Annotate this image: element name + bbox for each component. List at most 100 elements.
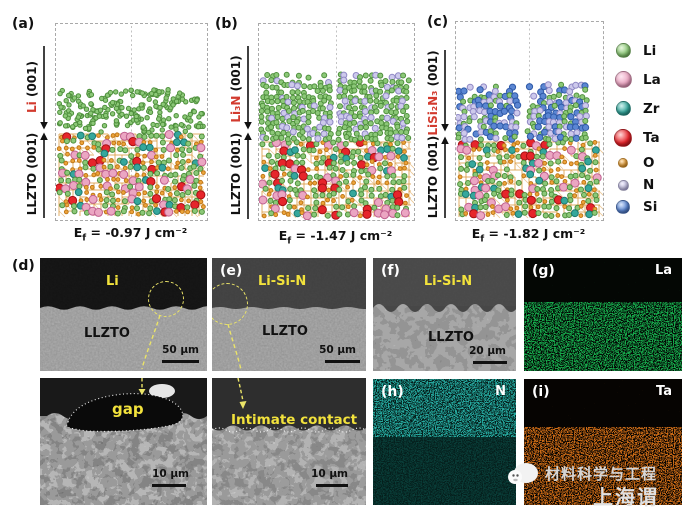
panel-a-adlayer-formula: Li <box>25 101 39 113</box>
panel-g-element-label: La <box>654 263 672 278</box>
panel-d-highlight-circle <box>148 281 184 317</box>
panel-f-region-top-label: Li-Si-N <box>423 274 473 289</box>
legend-label-o: O <box>643 155 655 171</box>
o-atom-swatch <box>613 158 633 168</box>
panel-i-eds-map: (i) Ta <box>524 379 682 505</box>
panel-b-adlayer-plane: (001) <box>229 55 243 96</box>
n-atom-swatch <box>613 179 633 191</box>
panel-a-energy: Ef = -0.97 J cm⁻² <box>55 225 206 244</box>
panel-e-sem-image: (e) Li-Si-N LLZTO 50 μm <box>212 258 366 371</box>
energy-value: = -1.82 J cm⁻² <box>484 226 586 241</box>
panel-e-zoom-scale-bar <box>316 484 348 487</box>
energy-subscript: f <box>287 236 292 247</box>
panel-b-energy: Ef = -1.47 J cm⁻² <box>258 228 413 247</box>
panel-f-letter: (f) <box>381 263 400 279</box>
panel-d-letter: (d) <box>12 258 35 274</box>
panel-d-scale-text: 50 μm <box>162 344 199 356</box>
panel-e-zoom-scale-text: 10 μm <box>311 468 348 480</box>
legend-label-li: Li <box>643 42 657 59</box>
legend-item-o: O <box>613 152 679 174</box>
panel-e-zoom-texture <box>212 378 366 505</box>
panel-e-letter: (e) <box>220 263 243 279</box>
panel-e-region-bottom-label: LLZTO <box>262 324 308 339</box>
panel-c-energy: Ef = -1.82 J cm⁻² <box>455 226 602 245</box>
energy-symbol: E <box>278 228 288 243</box>
panel-g-eds-map: (g) La <box>524 258 682 371</box>
legend-item-li: Li <box>613 36 679 65</box>
legend-label-ta: Ta <box>643 129 660 146</box>
panel-h-eds-map: (h) N <box>373 379 516 505</box>
panel-d-zoom-scale-text: 10 μm <box>152 468 189 480</box>
panel-c-adlayer-direction-arrow <box>441 50 449 132</box>
legend-item-n: N <box>613 174 679 196</box>
panel-a-structure-box <box>55 23 208 221</box>
la-atom-icon <box>614 71 632 88</box>
panel-c-substrate-direction-arrow <box>441 136 449 218</box>
panel-f-region-bottom-label: LLZTO <box>428 330 474 345</box>
panel-f-scale-text: 20 μm <box>469 345 506 357</box>
panel-a-substrate-label: LLZTO (001) <box>25 132 39 216</box>
energy-value: = -0.97 J cm⁻² <box>86 225 188 240</box>
panel-a-letter: (a) <box>12 16 35 32</box>
energy-subscript: f <box>82 233 87 244</box>
watermark-logo <box>508 463 538 484</box>
panel-d-zoom-scale-bar <box>152 484 186 487</box>
watermark-line2: 上海谓 <box>593 485 659 509</box>
legend-item-si: Si <box>613 196 679 218</box>
panel-h-eds-texture <box>373 379 516 505</box>
panel-i-element-label: Ta <box>656 384 672 399</box>
panel-b-structure-box <box>258 23 415 221</box>
energy-symbol: E <box>73 225 83 240</box>
energy-subscript: f <box>480 234 485 245</box>
panel-d-zoom-texture <box>40 378 207 505</box>
panel-g-eds-texture <box>524 258 682 371</box>
panel-b-adlayer-direction-arrow <box>244 46 252 130</box>
legend-item-zr: Zr <box>613 94 679 123</box>
panel-h-letter: (h) <box>381 384 404 400</box>
n-atom-icon <box>617 179 629 191</box>
panel-e-zoom-sem-image: Intimate contact 10 μm <box>212 378 366 505</box>
panel-e-zoom-arrow <box>237 378 247 409</box>
energy-value: = -1.47 J cm⁻² <box>291 228 393 243</box>
legend-item-ta: Ta <box>613 123 679 152</box>
legend-label-n: N <box>643 177 655 193</box>
panel-d-region-top-label: Li <box>106 274 119 289</box>
energy-symbol: E <box>471 226 481 241</box>
panel-a-adlayer-plane: (001) <box>25 61 39 102</box>
zr-atom-swatch <box>613 101 633 116</box>
legend-label-la: La <box>643 71 661 88</box>
panel-a-substrate-direction-arrow <box>40 132 48 218</box>
panel-e-highlight-circle <box>212 283 248 325</box>
panel-e-zoom-annotation: Intimate contact <box>230 412 358 428</box>
panel-b-letter: (b) <box>215 16 238 32</box>
panel-d-zoom-arrow <box>138 378 146 395</box>
panel-b-atomic-model <box>259 26 414 220</box>
panel-d-sem-texture <box>40 258 207 371</box>
panel-d-connector-dash <box>141 314 161 370</box>
panel-e-connector-dash <box>227 324 242 371</box>
panel-d-region-bottom-label: LLZTO <box>84 326 130 341</box>
li-atom-icon <box>615 43 631 58</box>
legend-label-si: Si <box>643 199 658 215</box>
si-atom-icon <box>616 200 630 214</box>
panel-e-region-top-label: Li-Si-N <box>258 274 307 289</box>
panel-c-letter: (c) <box>427 14 449 30</box>
panel-i-eds-texture <box>524 379 682 505</box>
panel-c-adlayer-plane: (001) <box>426 50 440 91</box>
panel-e-scale-bar <box>325 360 360 363</box>
o-atom-icon <box>618 158 628 168</box>
panel-d-scale-bar <box>162 360 199 363</box>
panel-f-scale-bar <box>473 361 507 364</box>
watermark-line1: 材料科学与工程 <box>545 465 658 483</box>
panel-g-letter: (g) <box>532 263 555 279</box>
panel-b-substrate-label: LLZTO (001) <box>229 132 243 216</box>
panel-f-sem-texture <box>373 258 516 371</box>
ta-atom-swatch <box>613 128 633 147</box>
la-atom-swatch <box>613 71 633 88</box>
panel-a-atomic-model <box>56 26 207 218</box>
ta-atom-icon <box>614 128 632 147</box>
panel-c-structure-box <box>455 21 604 221</box>
panel-f-sem-image: (f) Li-Si-N LLZTO 20 μm <box>373 258 516 371</box>
atom-legend: Li La Zr Ta O N Si <box>613 36 679 218</box>
legend-item-la: La <box>613 65 679 94</box>
